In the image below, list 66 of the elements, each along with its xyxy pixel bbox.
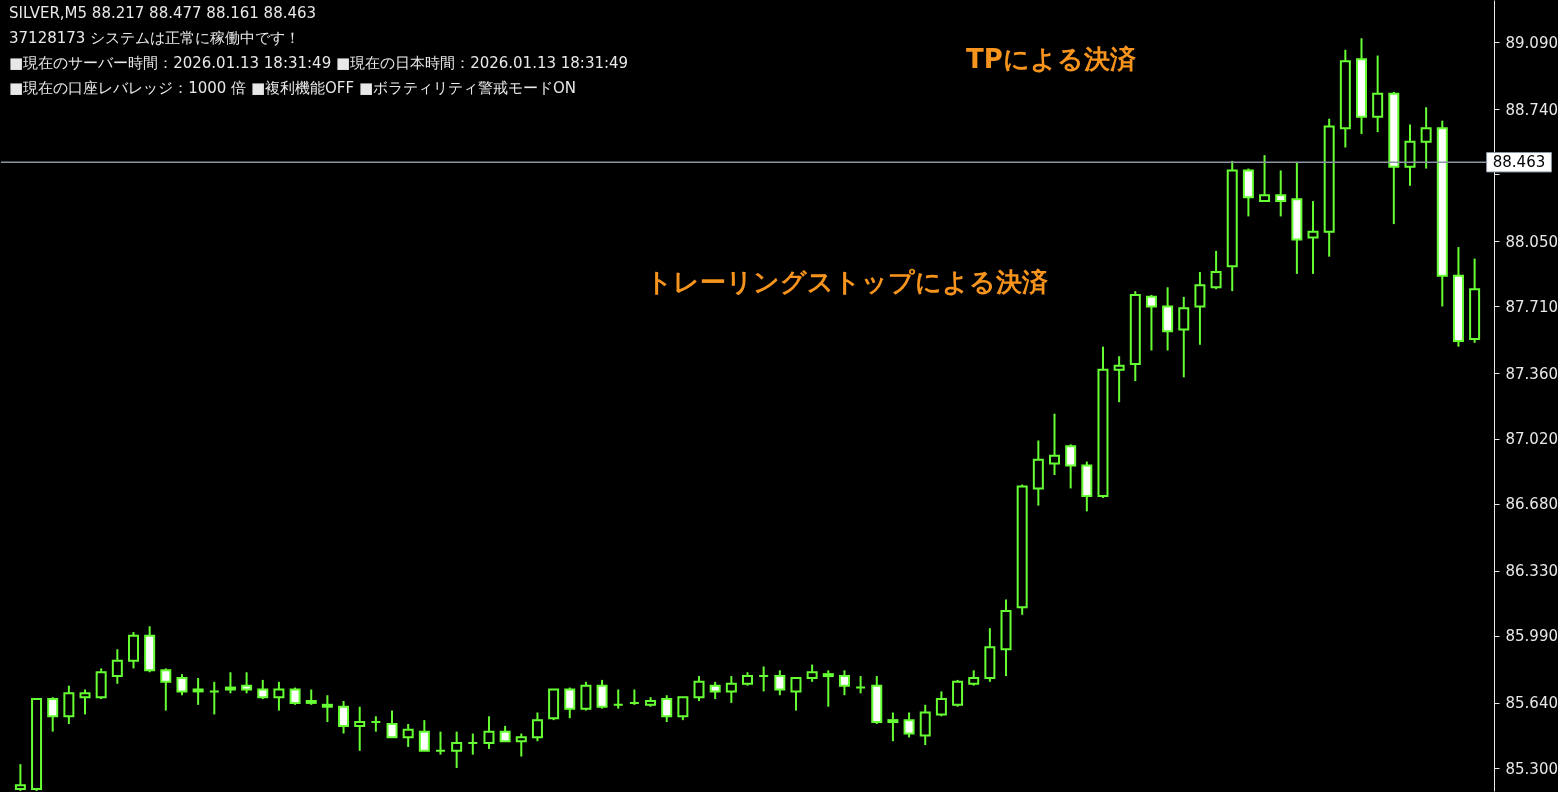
candlestick <box>1065 443 1077 490</box>
candlestick <box>321 694 333 724</box>
candlestick <box>451 730 463 770</box>
y-tick-label: 85.300 <box>1505 759 1558 778</box>
candlestick <box>160 667 172 712</box>
candlestick <box>1275 169 1287 218</box>
annotation: ■現在のサーバー時間：2026.01.13 18:31:49 ■現在の日本時間：2026.01.13 18:31:49 <box>9 54 629 72</box>
y-tick-label: 85.990 <box>1505 627 1558 646</box>
candlestick <box>47 696 59 733</box>
candlestick <box>192 677 204 706</box>
candlestick <box>725 675 737 704</box>
candlestick <box>661 694 673 724</box>
candlestick <box>903 711 915 739</box>
candlestick <box>919 703 931 747</box>
candlestick <box>1113 355 1125 404</box>
candlestick <box>63 684 75 725</box>
candlestick <box>677 696 689 722</box>
candlestick <box>402 722 414 748</box>
candlestick <box>354 705 366 752</box>
annotation: トレーリングストップによる決済 <box>646 267 1048 297</box>
y-tick-label: 87.020 <box>1505 430 1558 449</box>
candlestick <box>386 709 398 739</box>
candlestick <box>1210 249 1222 291</box>
candlestick <box>418 719 430 752</box>
candlestick <box>1372 54 1384 134</box>
y-tick-label: 87.710 <box>1505 297 1558 316</box>
y-tick-label: 86.330 <box>1505 562 1558 581</box>
y-tick-label: 87.360 <box>1505 364 1558 383</box>
candlestick <box>596 678 608 710</box>
candlestick <box>515 732 527 758</box>
annotation: TPによる決済 <box>966 44 1136 74</box>
candlestick <box>273 680 285 712</box>
candlestick <box>531 711 543 743</box>
candlestick <box>952 678 964 708</box>
candlestick <box>176 673 188 697</box>
candlestick <box>580 680 592 712</box>
candlestick <box>1259 154 1271 203</box>
candlestick <box>790 677 802 712</box>
y-tick-label: 89.090 <box>1505 33 1558 52</box>
ref-line-label: 88.463 <box>1492 153 1546 172</box>
candlestick <box>1145 293 1157 352</box>
y-tick-label: 86.680 <box>1505 495 1558 514</box>
annotation: ■現在の口座レバレッジ：1000 倍 ■複利機能OFF ■ボラティリティ警戒モードON <box>9 79 577 97</box>
chart-title: SILVER,M5 88.217 88.477 88.161 88.463 <box>9 4 317 22</box>
candlestick <box>838 669 850 697</box>
candlestick <box>693 675 705 702</box>
candlestick <box>822 669 834 708</box>
candlestick <box>1178 295 1190 379</box>
candlestick <box>774 669 786 697</box>
candlestick <box>935 690 947 718</box>
candlestick <box>79 688 91 716</box>
y-tick-label: 85.640 <box>1505 694 1558 713</box>
candlestick <box>1049 412 1060 476</box>
candlestick <box>257 678 269 701</box>
candlestick <box>564 686 576 720</box>
candlestick <box>483 715 495 750</box>
candlestick <box>111 648 123 685</box>
candlestick <box>1194 270 1206 346</box>
y-tick-label: 88.050 <box>1505 232 1558 251</box>
candlestick <box>338 699 350 735</box>
candlestick <box>887 711 899 743</box>
candlestick <box>241 671 253 695</box>
candlestick <box>1307 200 1319 275</box>
candlestick <box>1420 106 1432 170</box>
annotation: 37128173 システムは正常に稼働中です！ <box>9 29 301 47</box>
y-tick-label: 88.740 <box>1505 100 1558 119</box>
